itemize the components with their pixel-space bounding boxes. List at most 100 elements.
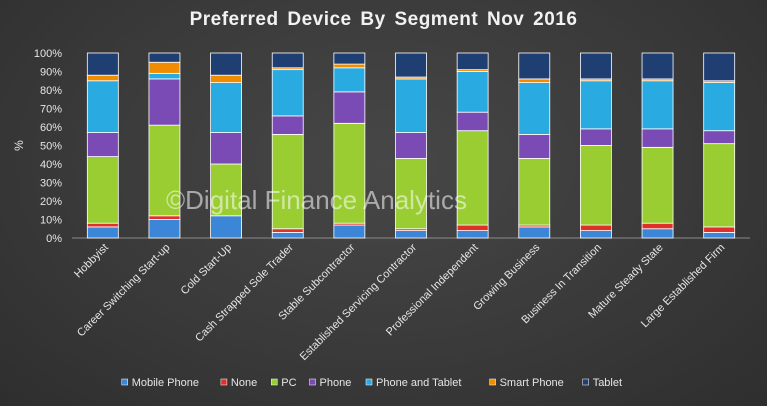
y-tick-label: 80% <box>40 85 62 97</box>
bar-segment: Growing Business – Smart Phone: 2% <box>518 78 551 84</box>
bar-segment: Large Established Firm – PC: 45% <box>703 143 736 228</box>
bar-segment: Career Switching Start-up – Phone: 25% <box>148 78 181 126</box>
bar-segment: Large Established Firm – Phone and Table… <box>703 82 736 132</box>
bar-segment: Business In Transition – None: 3% <box>580 224 612 232</box>
bar-segment: Growing Business – Mobile Phone: 6% <box>518 226 551 239</box>
y-tick-label: 20% <box>40 196 62 208</box>
bar-segment: Career Switching Start-up – Phone and Ta… <box>148 72 181 80</box>
y-tick-label: 50% <box>40 141 62 153</box>
y-tick-label: 60% <box>40 122 62 134</box>
bar-segment: Mature Steady State – PC: 41% <box>641 146 674 224</box>
bar-segment: Cold Start-Up – Mobile Phone: 12% <box>210 215 242 239</box>
y-tick-label: 30% <box>40 178 62 190</box>
bar-segment: Growing Business – Phone: 13% <box>518 133 551 159</box>
bar-segment: Career Switching Start-up – PC: 49% <box>148 124 181 217</box>
y-axis-label: % <box>12 140 26 151</box>
bar-segment: Business In Transition – Tablet: 14% <box>580 52 612 80</box>
bar-segment: Career Switching Start-up – Smart Phone:… <box>148 61 181 74</box>
y-tick-label: 0% <box>46 233 62 245</box>
bar-segment: Stable Subcontractor – Phone: 17% <box>333 91 366 124</box>
bar-segment: Professional Independent – Phone and Tab… <box>456 71 489 113</box>
bar-segment: Cold Start-Up – Phone: 17% <box>210 132 242 165</box>
bar-segment: Stable Subcontractor – Smart Phone: 2% <box>333 63 366 69</box>
legend-swatch <box>121 378 128 386</box>
bar-segment: Cold Start-Up – Tablet: 12% <box>210 52 242 76</box>
y-tick-label: 70% <box>40 104 62 116</box>
legend-label: None <box>231 377 257 389</box>
legend-swatch <box>365 378 373 386</box>
bar-segment: Stable Subcontractor – Tablet: 6% <box>333 52 366 65</box>
bar-segment: Hobbyist – Phone and Tablet: 28% <box>86 80 119 133</box>
y-tick-label: 90% <box>40 67 62 79</box>
bar-segment: Hobbyist – Smart Phone: 3% <box>86 74 119 82</box>
legend-label: Mobile Phone <box>132 377 199 389</box>
bar-segment: Mature Steady State – None: 3% <box>641 222 674 230</box>
y-tick-label: 40% <box>40 159 62 171</box>
bar-segment: Professional Independent – None: 3% <box>456 224 489 232</box>
bar-segment: Cash Strapped Sole Trader – Phone and Ta… <box>271 69 304 117</box>
bar-segment: Stable Subcontractor – Mobile Phone: 7% <box>333 224 366 239</box>
bar-segment: Mature Steady State – Tablet: 14% <box>641 52 674 80</box>
legend-label: PC <box>281 377 296 389</box>
bar-segment: Hobbyist – Mobile Phone: 6% <box>86 226 119 239</box>
x-tick-label: Growing Business <box>471 241 543 313</box>
bar-segment: Business In Transition – Mobile Phone: 4… <box>580 230 612 239</box>
bar-segment: Established Servicing Contractor – Phone… <box>395 132 427 159</box>
bar-segment: Established Servicing Contractor – Phone… <box>395 78 427 133</box>
legend-swatch <box>271 378 278 386</box>
bar-segment: Professional Independent – Tablet: 9% <box>456 52 489 71</box>
x-tick-label: Cash Strapped Sole Trader <box>193 241 296 344</box>
bar-segment: Professional Independent – Phone: 10% <box>456 111 489 132</box>
bar-segment: Business In Transition – Phone and Table… <box>580 80 612 130</box>
bar-segment: Cold Start-Up – PC: 28% <box>210 163 242 217</box>
bar-segment: Stable Subcontractor – PC: 54% <box>333 122 366 224</box>
bar-segment: Hobbyist – Phone: 13% <box>86 132 119 158</box>
bar-segment: Large Established Firm – Tablet: 15% <box>703 52 736 82</box>
bar-segment: Cold Start-Up – Phone and Tablet: 27% <box>210 82 242 133</box>
bar-segment: Career Switching Start-up – Mobile Phone… <box>148 219 181 239</box>
x-tick-label: Established Servicing Contractor <box>298 241 420 363</box>
bar-segment: Professional Independent – Mobile Phone:… <box>456 230 489 239</box>
legend-label: Tablet <box>593 377 622 389</box>
bar-segment: Hobbyist – None: 2% <box>86 222 119 228</box>
bar-segment: Cash Strapped Sole Trader – Mobile Phone… <box>271 232 304 239</box>
bar-segment: Hobbyist – PC: 36% <box>86 156 119 224</box>
y-tick-label: 100% <box>34 48 62 60</box>
bar-segment: Cash Strapped Sole Trader – None: 2% <box>271 228 304 233</box>
legend-label: Smart Phone <box>500 377 564 389</box>
x-tick-label: Cold Start-Up <box>179 242 235 298</box>
bar-segment: Growing Business – Phone and Tablet: 28% <box>518 82 551 135</box>
bar-segment: Career Switching Start-up – None: 2% <box>148 215 181 220</box>
bar-segment: Business In Transition – PC: 43% <box>580 145 612 226</box>
bar-segment: Cash Strapped Sole Trader – Tablet: 8% <box>271 52 304 69</box>
bar-segment: Professional Independent – PC: 51% <box>456 130 489 226</box>
bar-segment: Cold Start-Up – Smart Phone: 4% <box>210 74 242 83</box>
bar-segment: Established Servicing Contractor – Table… <box>395 52 427 78</box>
bar-segment: Established Servicing Contractor – Mobil… <box>395 230 427 239</box>
bar-segment: Large Established Firm – None: 3% <box>703 226 736 233</box>
bar-segment: Growing Business – PC: 36% <box>518 158 551 226</box>
chart-title: Preferred Device By Segment Nov 2016 <box>189 9 578 30</box>
bar-segment: Business In Transition – Phone: 9% <box>580 128 612 146</box>
legend-label: Phone and Tablet <box>376 377 461 389</box>
legend-swatch <box>489 378 496 386</box>
y-tick-label: 10% <box>40 215 62 227</box>
bar-segment: Large Established Firm – Mobile Phone: 3… <box>703 232 736 239</box>
bar-segment: Growing Business – Tablet: 14% <box>518 52 551 80</box>
bar-segment: Established Servicing Contractor – PC: 3… <box>395 158 427 230</box>
legend-swatch <box>220 378 228 386</box>
bar-segment: Mature Steady State – Phone and Tablet: … <box>641 80 674 130</box>
bar-segment: Mature Steady State – Mobile Phone: 5% <box>641 228 674 239</box>
legend-swatch <box>582 378 589 386</box>
bar-segment: Career Switching Start-up – Tablet: 5% <box>148 52 181 63</box>
bar-segment: Cash Strapped Sole Trader – Phone: 10% <box>271 115 304 135</box>
legend-swatch <box>309 378 316 386</box>
x-tick-label: Hobbyist <box>72 242 111 281</box>
bar-segment: Large Established Firm – Phone: 7% <box>703 130 736 145</box>
bar-segment: Hobbyist – Tablet: 12% <box>86 52 119 76</box>
bar-segment: Mature Steady State – Phone: 10% <box>641 128 674 148</box>
watermark: ©Digital Finance Analytics <box>166 185 467 215</box>
bar-segment: Cash Strapped Sole Trader – PC: 51% <box>271 133 304 230</box>
